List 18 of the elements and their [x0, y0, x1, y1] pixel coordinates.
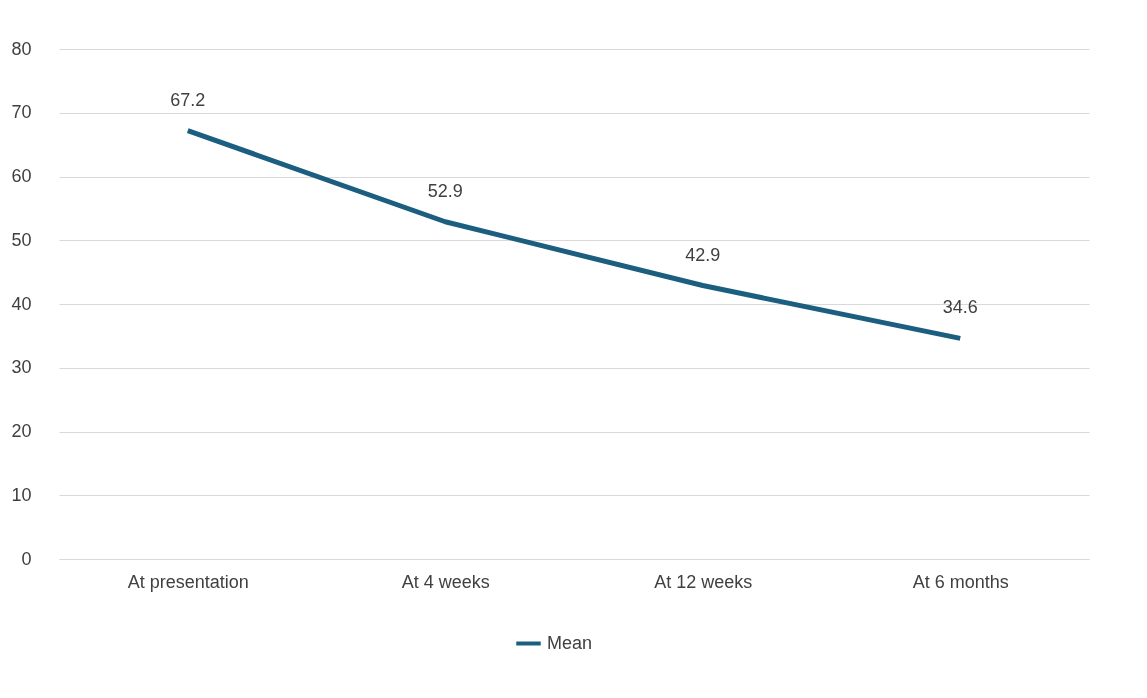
y-tick-label: 60 — [11, 166, 32, 186]
y-tick-label: 10 — [11, 484, 32, 505]
y-tick-label: 80 — [11, 38, 32, 59]
legend-label: Mean — [547, 632, 593, 653]
x-tick-label: At 4 weeks — [401, 571, 490, 592]
data-label: 52.9 — [427, 180, 463, 201]
data-label: 34.6 — [942, 297, 978, 318]
y-tick-label: 40 — [11, 293, 32, 314]
y-tick-label: 50 — [11, 229, 32, 250]
y-tick-label: 70 — [11, 102, 32, 123]
y-tick-label: 20 — [11, 421, 32, 441]
data-label: 67.2 — [170, 89, 206, 110]
x-tick-label: At 6 months — [912, 571, 1009, 592]
y-tick-label: 30 — [11, 357, 32, 378]
data-label: 42.9 — [685, 244, 721, 265]
y-tick-label: 0 — [21, 548, 32, 569]
x-tick-label: At presentation — [127, 571, 249, 592]
x-tick-label: At 12 weeks — [654, 571, 753, 592]
